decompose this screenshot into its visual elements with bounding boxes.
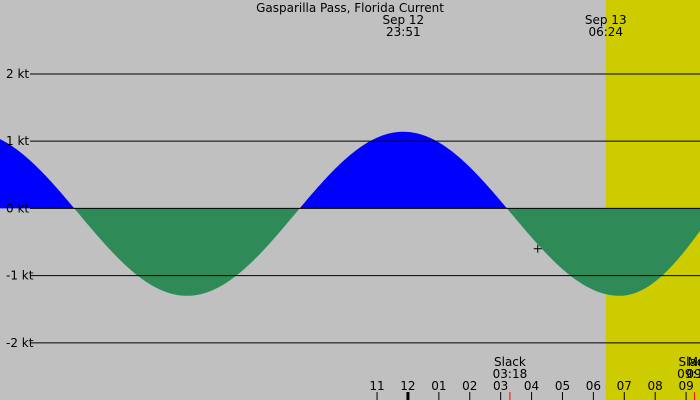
hour-tick-label: 05 [555, 379, 570, 393]
cursor-marker [533, 244, 542, 253]
hour-tick-label: 08 [648, 379, 663, 393]
event-labels: Slack03:18Slack09:16Mrise09:34Slack16:32… [493, 355, 700, 400]
y-gridlines [30, 73, 700, 344]
hour-tick-label: 09 [678, 379, 693, 393]
event-time: 09:16 [677, 367, 700, 381]
ebb-area [0, 208, 700, 296]
y-tick-label: -1 kt [6, 269, 34, 283]
y-tick-label: -2 kt [6, 336, 34, 350]
y-tick-label: 1 kt [6, 134, 29, 148]
hour-tick-label: 01 [431, 379, 446, 393]
event-time: 03:18 [493, 367, 528, 381]
event-title: Mrise [688, 355, 700, 369]
top-date-label: Sep 13 [585, 13, 627, 27]
y-tick-labels: 2 kt 1 kt 0 kt -1 kt -2 kt [6, 67, 34, 350]
hour-tick-label: 02 [462, 379, 477, 393]
y-tick-label: 0 kt [6, 201, 29, 215]
hour-tick-label: 12 [400, 379, 415, 393]
top-time-label: 23:51 [386, 25, 421, 39]
current-areas [0, 131, 700, 296]
hour-tick-label: 06 [586, 379, 601, 393]
event-time: 09:34 [686, 367, 700, 381]
chart-title: Gasparilla Pass, Florida Current [256, 1, 444, 15]
daylight-band [605, 0, 700, 400]
hour-tick-label: 03 [493, 379, 508, 393]
hour-ticks: 1112010203040506070809101112010203040506… [369, 379, 694, 400]
hour-tick-label: 07 [617, 379, 632, 393]
flood-area [0, 131, 700, 209]
hour-tick-label: 11 [369, 379, 384, 393]
hour-tick-label: 04 [524, 379, 539, 393]
event-title: Slack [494, 355, 526, 369]
top-date-label: Sep 12 [382, 13, 424, 27]
y-tick-label: 2 kt [6, 67, 29, 81]
event-title: Slack [679, 355, 700, 369]
top-time-label: 06:24 [588, 25, 623, 39]
